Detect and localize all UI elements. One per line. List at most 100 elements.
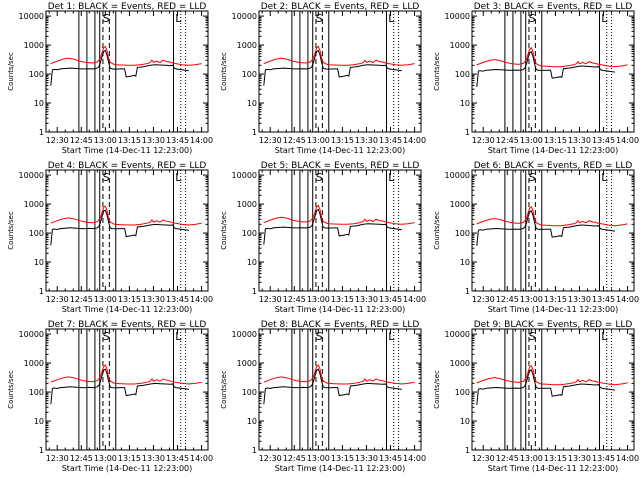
x-tick-label: 13:00 — [520, 454, 543, 463]
y-tick-label: 100 — [29, 229, 44, 238]
x-tick-label: 12:45 — [70, 454, 93, 463]
y-tick-label: 10 — [247, 258, 257, 267]
x-tick-label: 13:30 — [355, 454, 378, 463]
plot-frame — [45, 10, 209, 133]
x-axis-label: Start Time (14-Dec-11 12:23:00) — [275, 464, 406, 473]
x-tick-label: 14:00 — [616, 295, 639, 304]
x-tick-label: 13:00 — [307, 295, 330, 304]
marker-label-l: L — [388, 330, 395, 343]
x-axis-label: Start Time (14-Dec-11 12:23:00) — [488, 305, 619, 314]
x-tick-label: 13:15 — [118, 136, 141, 145]
y-tick-label: 100 — [455, 229, 470, 238]
plot-frame — [471, 169, 635, 292]
y-tick-label: 10000 — [445, 12, 470, 21]
y-tick-label: 1000 — [237, 359, 257, 368]
x-tick-label: 13:45 — [379, 295, 402, 304]
x-tick-label: 12:30 — [259, 454, 282, 463]
marker-label-l: L — [388, 12, 395, 25]
x-tick-label: 13:15 — [118, 295, 141, 304]
panel-title: Det 8: BLACK = Events, RED = LLD — [261, 320, 420, 330]
x-tick-label: 12:45 — [70, 295, 93, 304]
y-tick-label: 1 — [465, 128, 470, 137]
y-tick-label: 10000 — [232, 12, 257, 21]
y-tick-label: 10 — [247, 417, 257, 426]
x-tick-label: 14:00 — [616, 136, 639, 145]
series-lld — [476, 46, 628, 68]
plot-frame — [258, 328, 422, 451]
panel-title: Det 7: BLACK = Events, RED = LLD — [48, 320, 207, 330]
marker-label-s: S — [103, 171, 110, 184]
y-axis-label: Counts/sec — [220, 211, 228, 250]
marker-label-s: S — [316, 12, 323, 25]
y-tick-label: 1000 — [24, 359, 44, 368]
x-tick-label: 13:15 — [544, 295, 567, 304]
marker-label-l: L — [175, 171, 182, 184]
series-events — [476, 51, 615, 87]
series-events — [263, 208, 402, 245]
series-lld — [476, 205, 628, 227]
x-tick-label: 14:00 — [190, 136, 213, 145]
plot-frame — [45, 328, 209, 451]
x-tick-label: 13:30 — [142, 454, 165, 463]
x-axis-label: Start Time (14-Dec-11 12:23:00) — [62, 464, 193, 473]
x-tick-label: 13:00 — [520, 295, 543, 304]
y-tick-label: 1000 — [450, 41, 470, 50]
x-tick-label: 13:30 — [355, 136, 378, 145]
x-tick-label: 13:15 — [544, 454, 567, 463]
x-tick-label: 13:45 — [592, 136, 615, 145]
plot-frame — [45, 169, 209, 292]
series-events — [263, 49, 402, 86]
marker-label-s: S — [316, 330, 323, 343]
plot-frame — [471, 328, 635, 451]
series-events — [50, 209, 189, 246]
x-tick-label: 12:30 — [46, 295, 69, 304]
series-lld — [263, 45, 415, 66]
y-tick-label: 10000 — [19, 171, 44, 180]
panel-title: Det 5: BLACK = Events, RED = LLD — [261, 161, 420, 171]
marker-label-s: S — [103, 12, 110, 25]
y-tick-label: 100 — [29, 388, 44, 397]
y-tick-label: 1000 — [237, 41, 257, 50]
y-tick-label: 10 — [34, 258, 44, 267]
marker-label-s: S — [529, 330, 536, 343]
x-tick-label: 13:15 — [544, 136, 567, 145]
panel-title: Det 3: BLACK = Events, RED = LLD — [474, 2, 633, 12]
marker-label-s: S — [529, 171, 536, 184]
x-tick-label: 13:30 — [355, 295, 378, 304]
series-events — [50, 368, 189, 405]
marker-label-l: L — [601, 12, 608, 25]
y-tick-label: 100 — [455, 388, 470, 397]
y-axis-label: Counts/sec — [7, 211, 15, 250]
x-tick-label: 12:45 — [496, 136, 519, 145]
marker-label-l: L — [601, 171, 608, 184]
y-tick-label: 10 — [34, 99, 44, 108]
x-tick-label: 13:00 — [307, 454, 330, 463]
x-tick-label: 12:30 — [259, 136, 282, 145]
x-tick-label: 13:45 — [166, 454, 189, 463]
y-tick-label: 10000 — [445, 330, 470, 339]
series-lld — [50, 364, 202, 385]
x-tick-label: 14:00 — [616, 454, 639, 463]
panel-title: Det 2: BLACK = Events, RED = LLD — [261, 2, 420, 12]
y-axis-label: Counts/sec — [433, 370, 441, 409]
x-tick-label: 12:30 — [472, 454, 495, 463]
x-tick-label: 14:00 — [403, 454, 426, 463]
x-axis-label: Start Time (14-Dec-11 12:23:00) — [62, 305, 193, 314]
y-tick-label: 1 — [39, 128, 44, 137]
y-tick-label: 10 — [247, 99, 257, 108]
series-events — [263, 368, 402, 405]
x-tick-label: 12:45 — [283, 454, 306, 463]
y-tick-label: 1000 — [450, 200, 470, 209]
y-tick-label: 1 — [252, 128, 257, 137]
x-tick-label: 13:15 — [118, 454, 141, 463]
y-tick-label: 10000 — [19, 330, 44, 339]
y-tick-label: 10000 — [232, 171, 257, 180]
x-axis-label: Start Time (14-Dec-11 12:23:00) — [488, 146, 619, 155]
series-events — [476, 210, 615, 246]
x-tick-label: 13:30 — [142, 295, 165, 304]
y-tick-label: 10000 — [445, 171, 470, 180]
y-tick-label: 1 — [252, 446, 257, 455]
